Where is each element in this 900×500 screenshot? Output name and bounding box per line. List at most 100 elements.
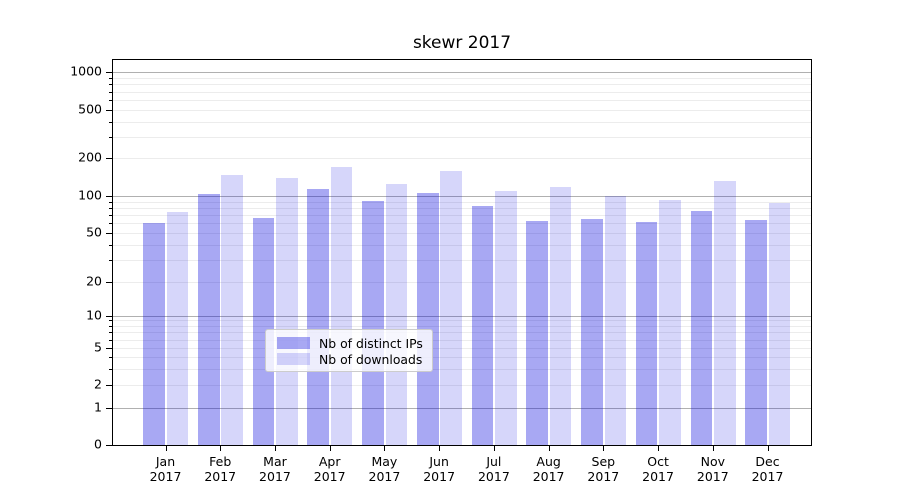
bar-downloads-oct	[659, 200, 681, 445]
y-tick-label: 100	[78, 188, 102, 204]
minor-gridline	[113, 208, 811, 210]
bar-downloads-jun	[440, 170, 462, 445]
minor-gridline	[113, 91, 811, 93]
bar-downloads-may	[385, 183, 408, 445]
bar-downloads-apr	[330, 166, 353, 445]
bar-downloads-sep	[604, 196, 627, 445]
major-gridline	[113, 315, 811, 317]
y-minor-tick-mark	[109, 157, 113, 159]
x-tick-label-apr: Apr 2017	[313, 454, 346, 484]
major-gridline	[113, 72, 811, 73]
x-tick-label-sep: Sep 2017	[587, 454, 620, 484]
chart-title: skewr 2017	[412, 33, 512, 53]
minor-gridline	[113, 244, 811, 246]
y-minor-tick-mark	[109, 121, 113, 123]
y-minor-tick-mark	[109, 320, 113, 322]
bar-distinct-ips-oct	[635, 222, 658, 445]
x-tick-mark	[548, 445, 550, 451]
y-tick-label: 1000	[70, 63, 102, 79]
y-minor-tick-mark	[109, 385, 113, 386]
y-tick-label: 2	[94, 376, 102, 392]
y-minor-tick-mark	[109, 100, 113, 101]
bar-distinct-ips-aug	[526, 220, 548, 445]
minor-gridline	[113, 326, 811, 328]
minor-gridline	[113, 233, 811, 234]
y-tick-label: 200	[78, 149, 102, 165]
minor-gridline	[113, 348, 811, 350]
bar-distinct-ips-mar	[252, 218, 275, 445]
minor-gridline	[113, 84, 811, 86]
y-tick-mark	[106, 445, 113, 446]
plot-area	[113, 60, 811, 445]
y-minor-tick-mark	[109, 281, 113, 283]
x-tick-label-oct: Oct 2017	[642, 454, 674, 484]
x-tick-label-nov: Nov 2017	[696, 454, 729, 484]
legend-swatch-distinct-ips	[277, 337, 310, 349]
y-minor-tick-mark	[109, 357, 113, 359]
y-tick-mark	[106, 72, 113, 73]
y-tick-label: 1	[94, 399, 102, 415]
bar-downloads-nov	[714, 181, 736, 445]
y-minor-tick-mark	[109, 215, 113, 217]
minor-gridline	[113, 260, 811, 262]
bar-downloads-mar	[276, 177, 298, 445]
legend-item-distinct-ips: Nb of distinct IPs	[277, 335, 424, 351]
x-tick-mark	[712, 445, 714, 451]
minor-gridline	[113, 320, 811, 322]
minor-gridline	[113, 281, 811, 283]
y-minor-tick-mark	[109, 368, 113, 370]
x-tick-mark	[274, 445, 276, 451]
bar-downloads-jul	[495, 191, 517, 445]
x-tick-label-mar: Mar 2017	[259, 454, 291, 484]
y-minor-tick-mark	[109, 84, 113, 86]
y-minor-tick-mark	[109, 348, 113, 350]
minor-gridline	[113, 121, 811, 123]
bar-distinct-ips-feb	[198, 193, 220, 445]
x-tick-label-jan: Jan 2017	[149, 454, 182, 484]
minor-gridline	[113, 110, 811, 111]
bar-distinct-ips-jan	[143, 223, 165, 445]
minor-gridline	[113, 357, 811, 359]
y-minor-tick-mark	[109, 326, 113, 328]
x-tick-mark	[493, 445, 495, 451]
bar-distinct-ips-jun	[416, 192, 439, 445]
x-tick-label-aug: Aug 2017	[532, 454, 565, 484]
legend-swatch-downloads	[277, 353, 310, 365]
minor-gridline	[113, 77, 811, 79]
minor-gridline	[113, 368, 811, 370]
bar-distinct-ips-nov	[690, 210, 713, 445]
y-tick-mark	[106, 196, 113, 198]
bar-distinct-ips-may	[362, 201, 384, 445]
x-tick-label-jul: Jul 2017	[477, 454, 510, 484]
x-tick-mark	[767, 445, 769, 451]
y-minor-tick-mark	[109, 208, 113, 210]
y-minor-tick-mark	[109, 91, 113, 93]
minor-gridline	[113, 136, 811, 138]
y-tick-label: 500	[78, 101, 102, 117]
minor-gridline	[113, 215, 811, 217]
minor-gridline	[113, 223, 811, 225]
y-minor-tick-mark	[109, 260, 113, 262]
bar-distinct-ips-dec	[745, 219, 767, 445]
x-tick-mark	[220, 445, 222, 451]
legend-label-distinct-ips: Nb of distinct IPs	[319, 335, 423, 351]
bar-distinct-ips-sep	[581, 219, 603, 445]
y-tick-mark	[106, 315, 113, 317]
major-gridline	[113, 407, 811, 409]
x-tick-mark	[439, 445, 441, 451]
minor-gridline	[113, 339, 811, 341]
x-tick-label-dec: Dec 2017	[751, 454, 784, 484]
y-tick-label: 50	[86, 224, 102, 240]
legend-item-downloads: Nb of downloads	[277, 351, 424, 367]
y-minor-tick-mark	[109, 110, 113, 111]
y-tick-label: 0	[94, 436, 102, 452]
y-tick-label: 5	[94, 340, 102, 356]
y-minor-tick-mark	[109, 77, 113, 79]
y-tick-label: 20	[86, 273, 102, 289]
minor-gridline	[113, 332, 811, 334]
x-tick-mark	[165, 445, 167, 451]
y-minor-tick-mark	[109, 233, 113, 234]
bar-distinct-ips-apr	[307, 189, 330, 445]
bar-downloads-dec	[768, 203, 791, 445]
